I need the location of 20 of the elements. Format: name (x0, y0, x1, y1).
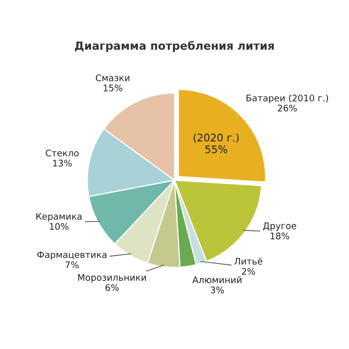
text: (2020 г.) 55% (194, 133, 239, 154)
data-label: 18% (270, 232, 290, 240)
data-label: 2% (242, 268, 256, 275)
slice-label: Керамика (36, 213, 82, 222)
data-label: 6% (106, 284, 119, 291)
data-label: 3% (210, 286, 224, 294)
data-label: 10% (50, 223, 68, 230)
slice-label: Фармацевтика (37, 251, 106, 260)
slice-label: Стекло (46, 150, 79, 156)
chart-title: Диаграмма потребления лития (74, 40, 274, 52)
data-label: 13% (53, 160, 72, 167)
data-label: 7% (66, 261, 79, 268)
slice-label: Батареи (2010 г.) (246, 94, 328, 104)
slice-label: Алюминий (192, 276, 242, 284)
slice-label: Смазки (96, 74, 130, 82)
slice-label: Литьё (234, 258, 262, 265)
data-label: 15% (104, 84, 122, 92)
slice-label: Другое (263, 222, 296, 231)
slice-label: Морозильники (78, 274, 146, 283)
data-label: 26% (278, 104, 297, 112)
